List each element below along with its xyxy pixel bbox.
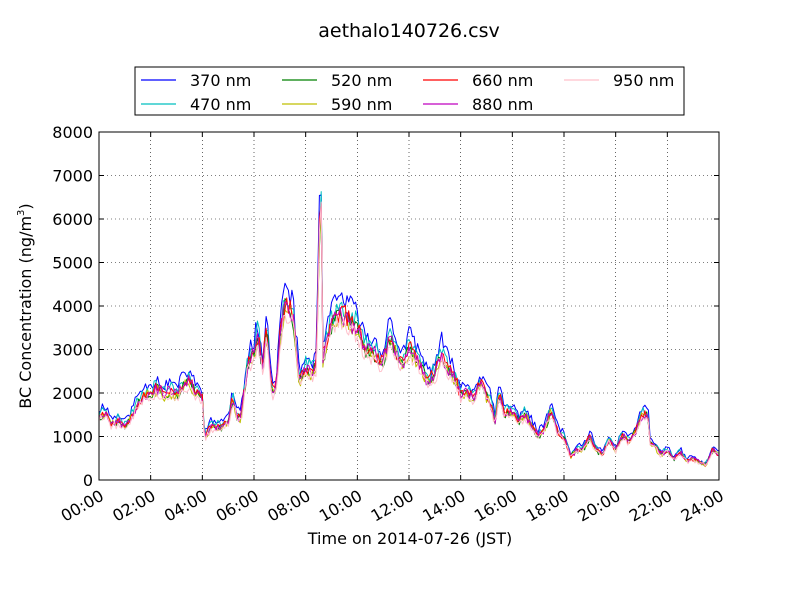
plot-area xyxy=(98,131,720,481)
y-tick-label: 1000 xyxy=(52,428,93,447)
legend: 370 nm 470 nm 520 nm 590 nm 660 nm 880 nm 950 … xyxy=(134,66,685,116)
legend-label: 370 nm xyxy=(190,71,251,90)
series-group xyxy=(98,191,720,468)
grid xyxy=(99,132,719,480)
legend-label: 520 nm xyxy=(331,71,392,90)
legend-label: 470 nm xyxy=(190,95,251,114)
y-tick-label: 8000 xyxy=(52,123,93,142)
legend-label: 950 nm xyxy=(613,71,674,90)
y-axis-label: BC Concentration (ng/m3) xyxy=(16,203,35,408)
y-tick-labels: 0 1000 2000 3000 4000 5000 6000 7000 8000 xyxy=(52,123,93,490)
y-tick-label: 2000 xyxy=(52,384,93,403)
y-axis-label-tail: ) xyxy=(16,203,35,209)
legend-label: 660 nm xyxy=(472,71,533,90)
legend-label: 880 nm xyxy=(472,95,533,114)
x-axis-label: Time on 2014-07-26 (JST) xyxy=(307,529,512,548)
legend-label: 590 nm xyxy=(331,95,392,114)
y-tick-label: 4000 xyxy=(52,297,93,316)
legend-frame xyxy=(134,66,685,116)
y-axis-label-main: BC Concentration (ng/m xyxy=(16,216,35,409)
y-tick-label: 6000 xyxy=(52,210,93,229)
y-tick-label: 0 xyxy=(83,471,93,490)
y-tick-label: 3000 xyxy=(52,341,93,360)
chart-title: aethalo140726.csv xyxy=(318,20,500,42)
y-tick-label: 7000 xyxy=(52,167,93,186)
y-tick-label: 5000 xyxy=(52,254,93,273)
ticks xyxy=(98,131,720,481)
series-line-950-nm xyxy=(98,201,720,467)
y-axis-label-sup: 3 xyxy=(16,210,27,216)
